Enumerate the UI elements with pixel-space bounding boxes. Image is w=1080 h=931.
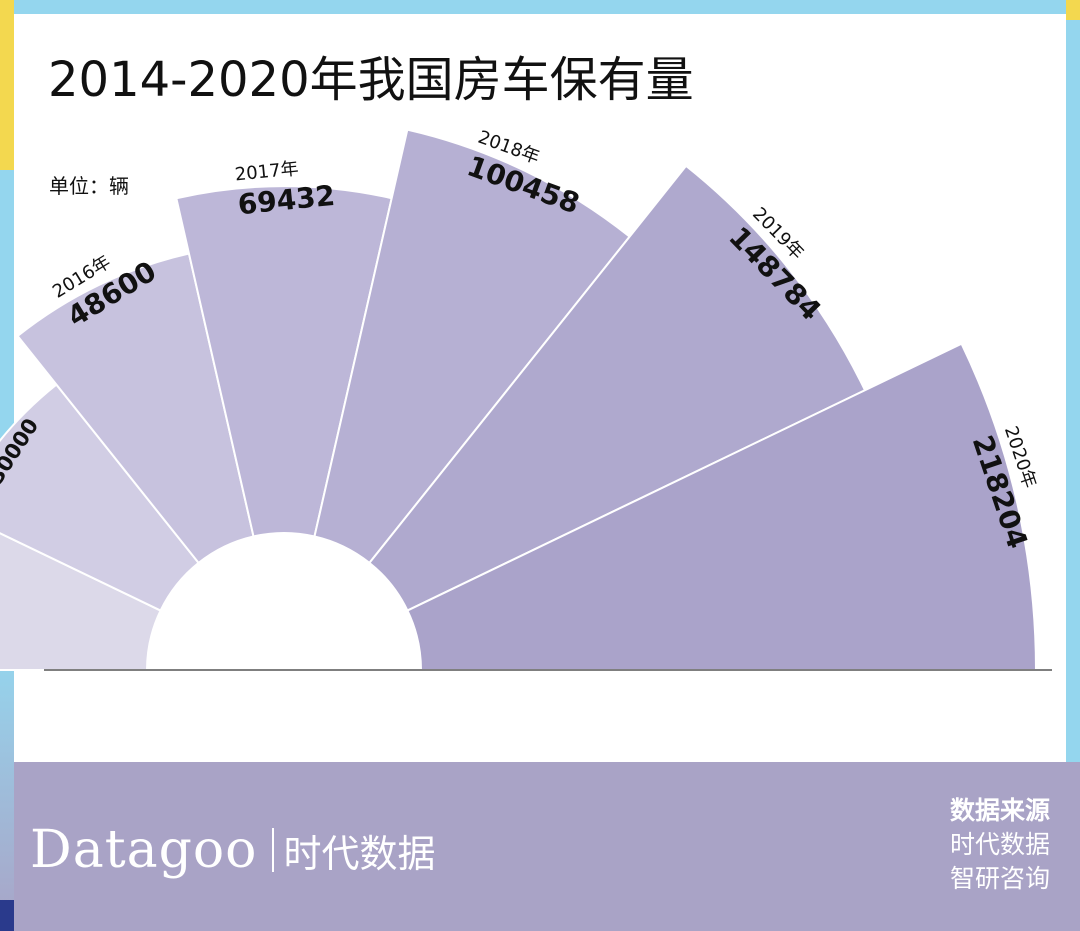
frame-top [0, 0, 1080, 14]
frame-right-accent [1066, 0, 1080, 20]
source-item: 时代数据 [949, 830, 1050, 859]
year-label: 2017年 [234, 158, 300, 185]
slices [0, 128, 1038, 671]
brand-name-cn: 时代数据 [283, 831, 436, 876]
frame-right [1066, 0, 1080, 762]
slice-2014年 [0, 532, 162, 671]
frame-left-accent [0, 0, 14, 170]
source-item: 智研咨询 [949, 864, 1050, 893]
unit-label: 单位：辆 [49, 174, 129, 198]
frame-left-navy-accent [0, 900, 14, 931]
slice-2019年 [368, 164, 867, 612]
slice-2017年 [175, 185, 393, 538]
source-title: 数据来源 [949, 796, 1050, 825]
slice-2016年 [16, 252, 255, 565]
slice-2015年 [0, 383, 200, 612]
slice-2018年 [313, 128, 631, 565]
slice-2020年 [406, 342, 1038, 671]
brand-name: Datagoo [30, 820, 258, 880]
brand-separator [271, 828, 274, 872]
chart-title: 2014-2020年我国房车保有量 [48, 52, 694, 108]
frame-left-lower [0, 650, 14, 931]
data-source: 数据来源 时代数据 智研咨询 [830, 794, 1050, 896]
brand-logo: Datagoo 时代数据 [30, 820, 436, 880]
